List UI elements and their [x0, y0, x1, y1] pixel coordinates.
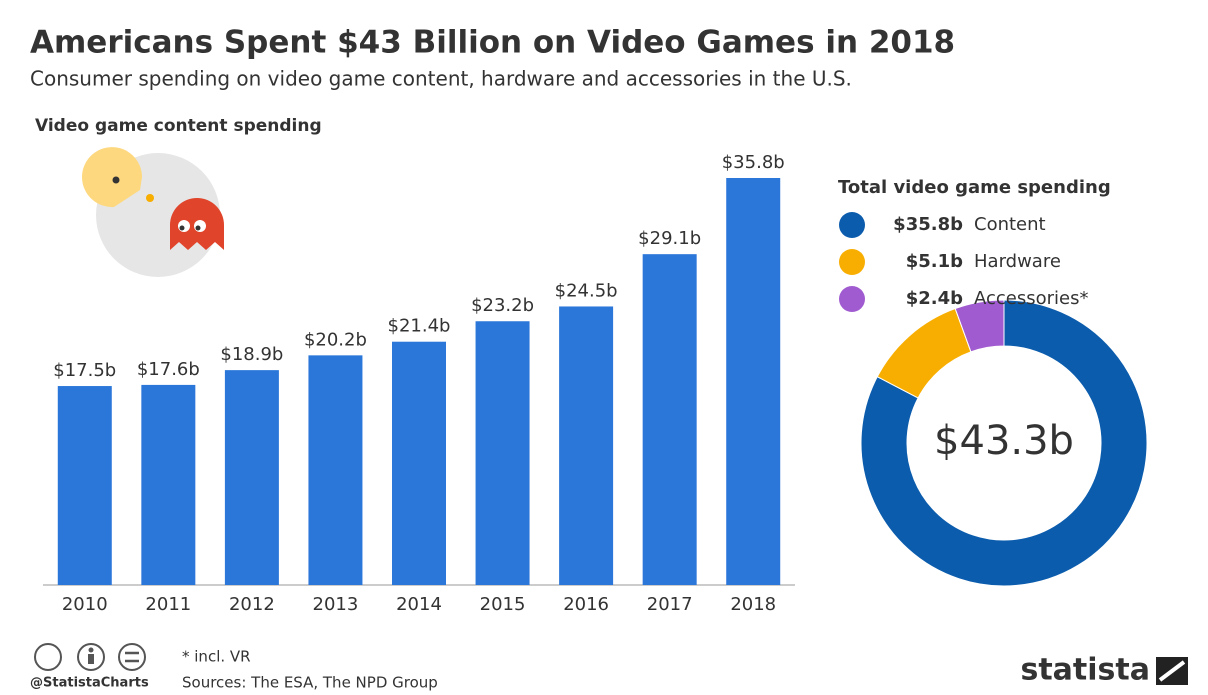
value-label: $23.2b [471, 295, 534, 316]
bar [141, 384, 196, 585]
ghost-pupil [179, 225, 185, 231]
x-tick-label: 2015 [480, 594, 526, 615]
legend-swatch [839, 212, 865, 238]
bar-chart-title: Video game content spending [35, 116, 322, 136]
note: * incl. VR [182, 648, 251, 666]
value-label: $29.1b [638, 228, 701, 249]
value-label: $35.8b [722, 152, 785, 173]
value-label: $20.2b [304, 329, 367, 350]
donut-segment [954, 299, 1005, 353]
x-tick-label: 2016 [563, 594, 609, 615]
value-label: $21.4b [388, 316, 451, 337]
pacman-illustration [82, 147, 224, 277]
pellet [146, 194, 154, 202]
ghost-eye [194, 220, 206, 232]
x-tick-label: 2017 [647, 594, 693, 615]
cc-icon [34, 643, 62, 671]
legend-swatch [839, 249, 865, 275]
source: Sources: The ESA, The NPD Group [182, 674, 438, 692]
legend-swatch [839, 286, 865, 312]
x-tick-label: 2018 [730, 594, 776, 615]
license-icons [34, 643, 146, 671]
bar [308, 355, 363, 585]
legend-value: $35.8b [893, 214, 963, 235]
legend-value: $2.4b [906, 288, 963, 309]
subtitle: Consumer spending on video game content,… [30, 67, 852, 91]
bar [57, 386, 112, 585]
value-label: $18.9b [220, 344, 283, 365]
pacman-eye [112, 176, 120, 184]
legend-label: Content [974, 214, 1046, 235]
bar [392, 341, 446, 585]
legend-label: Hardware [974, 251, 1061, 272]
by-head [88, 647, 94, 653]
bar [726, 178, 781, 585]
logo-slash [1158, 660, 1186, 682]
ghost-pupil [195, 225, 201, 231]
title: Americans Spent $43 Billion on Video Gam… [30, 25, 955, 61]
handle: @StatistaCharts [30, 676, 149, 691]
bar [224, 370, 279, 585]
x-tick-label: 2012 [229, 594, 275, 615]
x-tick-label: 2010 [62, 594, 108, 615]
ghost-eye [178, 220, 190, 232]
bar [642, 254, 697, 585]
pacman [82, 147, 142, 208]
value-label: $24.5b [555, 280, 618, 301]
x-tick-label: 2014 [396, 594, 442, 615]
brand: statista [1020, 653, 1150, 688]
by-icon [77, 643, 105, 671]
legend-value: $5.1b [906, 251, 963, 272]
value-label: $17.5b [53, 360, 116, 381]
brand-logo [1156, 657, 1188, 685]
donut-title: Total video game spending [838, 177, 1111, 198]
donut-total: $43.3b [934, 418, 1074, 464]
x-tick-label: 2013 [313, 594, 359, 615]
nd-icon [118, 643, 146, 671]
x-tick-label: 2011 [145, 594, 191, 615]
by-body [88, 654, 94, 664]
value-label: $17.6b [137, 359, 200, 380]
donut-segment [860, 299, 1148, 587]
bar [559, 306, 614, 585]
bar [475, 321, 530, 585]
legend-label: Accessories* [974, 288, 1089, 309]
